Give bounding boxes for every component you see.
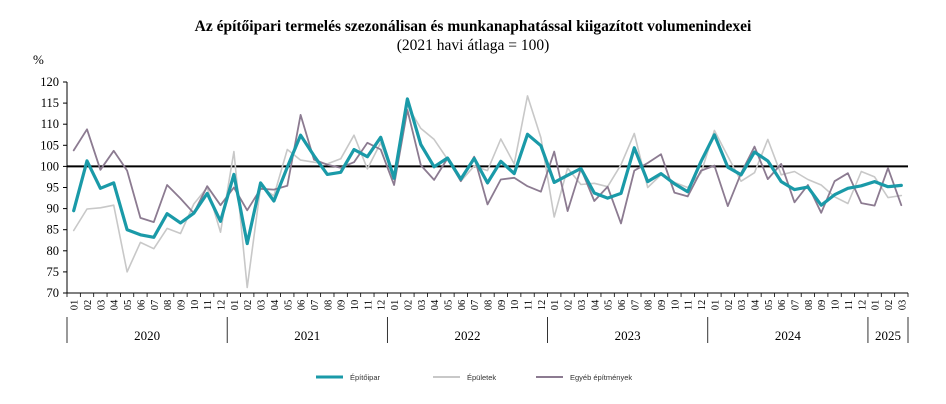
x-year-label: 2020 [134, 328, 160, 343]
x-month-label: 11 [844, 300, 855, 310]
x-month-label: 05 [443, 300, 454, 311]
x-month-label: 10 [510, 300, 521, 311]
y-tick-label: 100 [40, 159, 59, 173]
x-month-label: 06 [617, 300, 628, 311]
x-month-label: 04 [590, 299, 601, 310]
x-month-label: 11 [684, 300, 695, 310]
x-month-label: 07 [791, 300, 802, 311]
x-month-label: 12 [857, 300, 868, 311]
x-month-label: 05 [123, 300, 134, 311]
x-month-label: 03 [257, 300, 268, 311]
x-month-label: 03 [897, 300, 908, 311]
chart-title: Az építőipari termelés szezonálisan és m… [194, 18, 752, 35]
x-month-label: 02 [724, 300, 735, 311]
x-year-label: 2022 [454, 328, 480, 343]
y-tick-label: 75 [47, 265, 60, 279]
x-month-label: 09 [176, 300, 187, 311]
x-month-label: 09 [657, 300, 668, 311]
series-line-0 [72, 97, 903, 246]
x-month-label: 06 [457, 300, 468, 311]
x-month-label: 03 [577, 300, 588, 311]
x-month-label: 10 [670, 300, 681, 311]
x-month-label: 04 [750, 299, 761, 310]
y-tick-label: 85 [47, 223, 60, 237]
y-tick-label: 115 [41, 96, 59, 110]
x-month-label: 07 [630, 300, 641, 311]
x-month-label: 03 [96, 300, 107, 311]
y-tick-label: 80 [47, 244, 60, 258]
x-month-label: 08 [484, 300, 495, 311]
x-month-label: 12 [217, 300, 228, 311]
x-month-label: 01 [230, 300, 241, 311]
x-month-label: 12 [697, 300, 708, 311]
x-month-label: 03 [737, 300, 748, 311]
x-month-label: 02 [243, 300, 254, 311]
x-month-label: 02 [83, 300, 94, 311]
x-month-label: 02 [884, 300, 895, 311]
x-month-label: 06 [297, 300, 308, 311]
x-month-label: 01 [390, 300, 401, 311]
x-month-label: 02 [403, 300, 414, 311]
x-month-label: 05 [604, 300, 615, 311]
y-axis-unit-label: % [33, 52, 44, 67]
x-month-label: 06 [136, 300, 147, 311]
series-line-1 [72, 95, 903, 289]
x-year-label: 2021 [294, 328, 320, 343]
x-month-label: 09 [817, 300, 828, 311]
x-year-label: 2023 [615, 328, 641, 343]
x-month-label: 12 [377, 300, 388, 311]
x-month-label: 11 [203, 300, 214, 310]
x-month-label: 11 [524, 300, 535, 310]
x-month-label: 04 [430, 299, 441, 310]
x-month-label: 07 [150, 300, 161, 311]
x-month-label: 08 [644, 300, 655, 311]
x-month-label: 01 [871, 300, 882, 311]
chart-subtitle: (2021 havi átlaga = 100) [396, 37, 550, 54]
x-month-label: 03 [417, 300, 428, 311]
legend-label-1: Épületek [467, 373, 496, 382]
y-tick-label: 70 [47, 286, 60, 300]
x-month-label: 08 [804, 300, 815, 311]
legend-label-2: Egyéb építmények [570, 373, 632, 382]
x-month-label: 08 [163, 300, 174, 311]
x-month-label: 10 [831, 300, 842, 311]
legend-label-0: Építőipar [350, 373, 381, 382]
x-month-label: 10 [190, 300, 201, 311]
x-month-label: 07 [470, 300, 481, 311]
x-month-label: 01 [70, 300, 81, 311]
y-tick-label: 95 [47, 181, 60, 195]
x-month-label: 08 [323, 300, 334, 311]
y-tick-label: 110 [41, 117, 59, 131]
x-month-label: 05 [764, 300, 775, 311]
x-month-label: 01 [710, 300, 721, 311]
y-tick-label: 105 [40, 138, 59, 152]
y-tick-label: 120 [40, 75, 59, 89]
x-month-label: 07 [310, 300, 321, 311]
x-month-label: 04 [270, 299, 281, 310]
y-tick-label: 90 [47, 202, 60, 216]
x-month-label: 02 [564, 300, 575, 311]
x-year-label: 2024 [775, 328, 802, 343]
x-month-label: 06 [777, 300, 788, 311]
x-month-label: 12 [537, 300, 548, 311]
x-month-label: 01 [550, 300, 561, 311]
x-month-label: 11 [363, 300, 374, 310]
x-month-label: 04 [110, 299, 121, 310]
x-month-label: 09 [337, 300, 348, 311]
series-line-2 [72, 109, 903, 225]
x-month-label: 09 [497, 300, 508, 311]
x-year-label: 2025 [875, 328, 901, 343]
x-month-label: 05 [283, 300, 294, 311]
x-month-label: 10 [350, 300, 361, 311]
